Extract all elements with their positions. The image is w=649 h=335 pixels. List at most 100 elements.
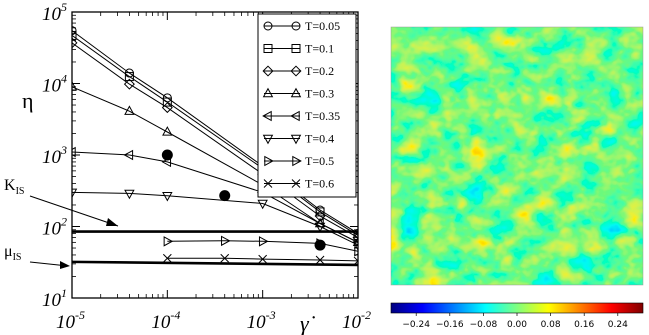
legend-marker — [291, 21, 301, 31]
legend-marker — [292, 155, 302, 167]
legend-label: T=0.1 — [305, 42, 334, 56]
colorbar-tick-label: 0.08 — [541, 320, 561, 330]
y-tick-label: 102 — [42, 215, 67, 240]
series-line — [167, 240, 358, 252]
colorbar-tick-label: −0.24 — [402, 320, 430, 330]
data-point — [354, 246, 358, 257]
legend-marker — [262, 87, 274, 98]
data-point — [124, 105, 135, 115]
x-tick-label: 10-4 — [151, 308, 180, 333]
mu-is-annotation: μIS — [4, 243, 70, 269]
legend-marker — [263, 44, 273, 53]
data-point — [72, 37, 78, 49]
legend-marker — [263, 21, 273, 31]
legend-marker — [291, 179, 301, 188]
mu-is-line — [72, 260, 358, 267]
series-line — [72, 34, 358, 236]
x-tick-label: 10-2 — [342, 308, 371, 333]
legend-item: T=0.4 — [262, 132, 334, 146]
heatmap-image — [391, 27, 643, 285]
series-line — [72, 42, 358, 239]
legend-marker — [264, 155, 274, 167]
colorbar-tick-label: 0.00 — [507, 320, 527, 330]
legend-item: T=0.1 — [263, 42, 334, 56]
data-point — [72, 30, 77, 40]
legend-label: T=0.05 — [305, 19, 340, 33]
legend-marker — [290, 87, 302, 98]
data-point — [161, 102, 173, 114]
legend-item: T=0.6 — [263, 177, 334, 191]
data-point — [315, 255, 325, 265]
data-point — [352, 232, 358, 244]
x-tick-labels: 10-5 10-4 10-3 10-2 — [56, 308, 371, 333]
filled-data-point — [161, 149, 173, 161]
colorbar — [390, 302, 644, 314]
y-tick-labels: 101 102 103 104 105 — [42, 0, 67, 311]
data-point — [123, 149, 134, 161]
legend-label: T=0.5 — [305, 154, 334, 168]
k-is-annotation: KIS — [4, 177, 119, 227]
series-line — [72, 191, 358, 246]
data-point — [220, 253, 230, 263]
reference-lines — [72, 230, 358, 267]
filled-data-point — [219, 190, 231, 202]
data-point — [124, 72, 134, 82]
svg-text:μIS: μIS — [4, 243, 21, 263]
legend-item: T=0.5 — [264, 154, 334, 168]
legend-marker — [291, 44, 301, 53]
colorbar-tick-label: 0.24 — [608, 320, 628, 330]
colorbar-tick-label: 0.16 — [574, 320, 594, 330]
legend-item: T=0.05 — [263, 19, 340, 33]
data-point — [314, 222, 326, 233]
data-point — [162, 97, 172, 107]
data-point — [258, 254, 268, 264]
legend-label: T=0.6 — [305, 177, 334, 191]
legend-marker — [262, 65, 274, 77]
data-point — [353, 256, 358, 266]
data-point — [72, 26, 77, 36]
series-t-0-4 — [72, 188, 358, 251]
series-line — [72, 30, 358, 234]
k-is-subscript: IS — [16, 186, 25, 197]
colorbar-tick-label: −0.08 — [470, 320, 498, 330]
x-axis-label: γ̇ — [300, 311, 316, 335]
svg-text:KIS: KIS — [4, 177, 24, 197]
filled-data-point — [314, 239, 326, 251]
legend-marker — [290, 134, 302, 145]
x-tick-label: 10-3 — [247, 308, 276, 333]
data-point — [163, 236, 174, 247]
data-point — [72, 188, 78, 199]
legend-label: T=0.4 — [305, 132, 334, 146]
data-point — [162, 191, 173, 202]
legend-label: T=0.2 — [305, 64, 334, 78]
legend-item: T=0.3 — [262, 87, 334, 101]
legend-marker — [290, 110, 300, 122]
data-point — [162, 253, 172, 263]
legend-label: T=0.3 — [305, 87, 334, 101]
filled-points — [161, 149, 326, 251]
legend-item: T=0.2 — [262, 64, 334, 78]
x-tick-label: 10-5 — [56, 308, 85, 333]
heatmap-panel: −0.24 −0.16 −0.08 0.00 0.08 0.16 0.24 — [390, 26, 644, 330]
legend-marker — [262, 134, 274, 145]
legend: T=0.05 T=0.1 T=0.2 T=0.3 T=0.35 T=0.4 T=0.5 T=0… — [257, 13, 357, 198]
series-t-0-6 — [162, 253, 358, 266]
data-point — [258, 236, 269, 247]
heatmap-frame — [390, 26, 644, 286]
colorbar-tick-label: −0.16 — [436, 320, 464, 330]
data-point — [257, 199, 268, 210]
legend-marker — [262, 110, 272, 122]
legend-marker — [263, 179, 273, 188]
data-point — [124, 189, 135, 200]
y-tick-label: 104 — [42, 72, 67, 97]
data-point — [72, 146, 76, 158]
legend-marker — [290, 65, 302, 77]
y-tick-label: 101 — [42, 286, 67, 311]
legend-item: T=0.35 — [262, 109, 340, 123]
data-point — [162, 126, 173, 136]
k-is-label: K — [4, 177, 16, 194]
y-axis-label: η — [22, 88, 34, 113]
data-point — [72, 80, 78, 91]
mu-is-subscript: IS — [13, 252, 22, 263]
